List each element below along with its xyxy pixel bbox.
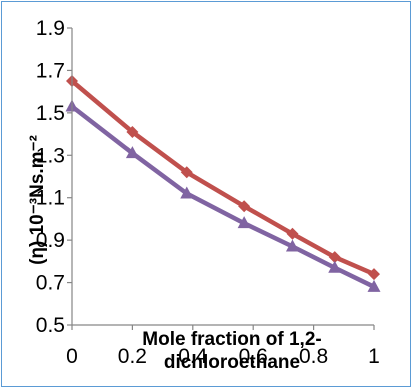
x-tick-label: 0.4 (178, 345, 208, 368)
y-tick-label: 0.9 (36, 229, 65, 252)
y-tick-label: 1.3 (36, 144, 65, 167)
series-1-line (70, 79, 375, 277)
y-tick-label: 1.1 (36, 187, 65, 210)
series-1-point (126, 125, 139, 138)
x-axis-title-line1: Mole fraction of 1,2- (142, 329, 321, 350)
x-tick-label: 0 (66, 345, 78, 368)
series-2-point (180, 186, 194, 199)
series-1-point (180, 166, 193, 179)
series-2-point (285, 239, 299, 252)
x-axis-title-line2: dichloroethane (164, 352, 300, 373)
series-2-point (125, 146, 139, 159)
series-1-point (238, 200, 251, 213)
y-tick-label: 0.7 (36, 272, 65, 295)
x-tick-label: 0.8 (299, 345, 328, 368)
y-tick-label: 1.9 (36, 17, 65, 40)
series-layer (65, 75, 381, 292)
x-tick-label: 0.6 (239, 345, 268, 368)
y-axis-title: (η) 10⁻³Ns.m⁻² (27, 135, 48, 265)
series-1-point (286, 227, 299, 240)
x-tick-label: 1 (368, 345, 380, 368)
series-2-point (237, 216, 251, 229)
series-2-point (367, 279, 381, 292)
y-tick-label: 1.5 (36, 102, 65, 125)
y-tick-label: 0.5 (36, 314, 65, 337)
ticks-layer: 0.5 0.7 0.9 1.1 1.3 1.5 1.7 1.9 0 0.2 0.4 0.6 0.8 1 (36, 17, 380, 368)
series-2-line (70, 104, 375, 289)
series-2-point (328, 260, 342, 273)
series-1-point (328, 251, 341, 264)
y-tick-label: 1.7 (36, 59, 65, 82)
x-tick-label: 0.2 (118, 345, 147, 368)
series-1-point (368, 268, 380, 281)
